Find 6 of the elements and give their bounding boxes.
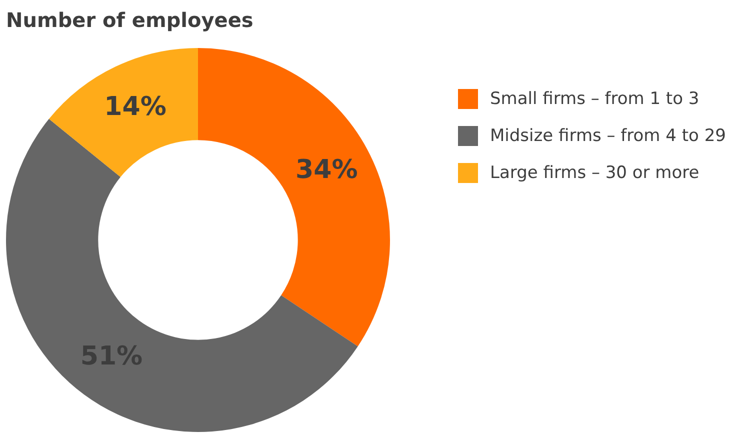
- legend-label: Large firms – 30 or more: [490, 162, 700, 182]
- chart-title: Number of employees: [6, 8, 254, 32]
- data-label: 14%: [104, 92, 166, 122]
- data-label: 34%: [296, 154, 358, 185]
- legend-label: Midsize firms – from 4 to 29: [490, 126, 726, 146]
- legend-label: Small firms – from 1 to 3: [490, 88, 700, 108]
